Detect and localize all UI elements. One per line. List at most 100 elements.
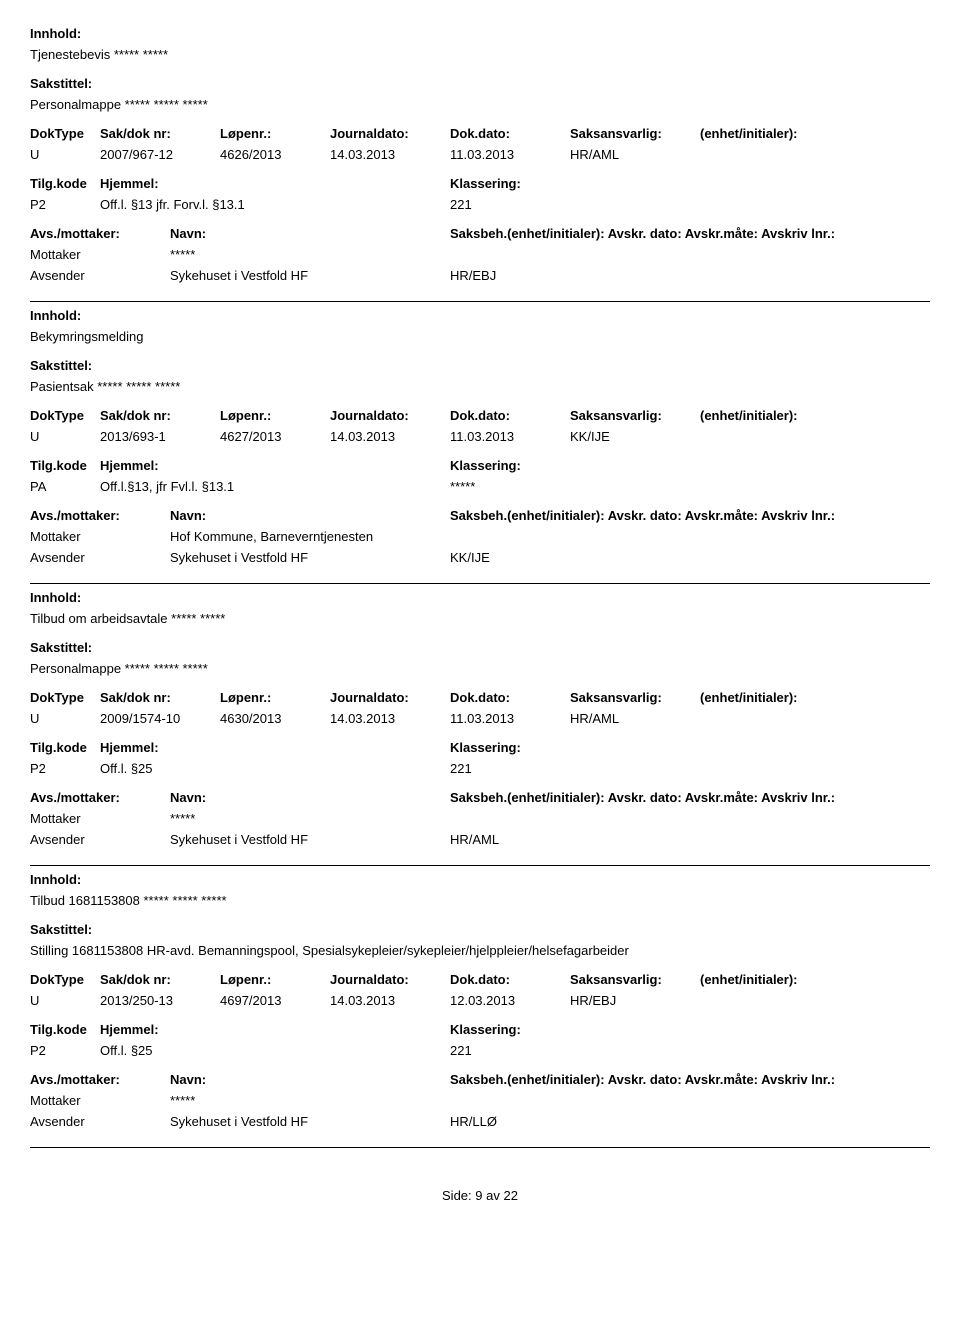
doktype-label: DokType <box>30 972 100 987</box>
lopenr-label: Løpenr.: <box>220 126 330 141</box>
col-tilgkode: Tilg.kodeP2 <box>30 740 100 776</box>
col-enhet-initialer: (enhet/initialer): <box>700 690 930 726</box>
party-name: ***** <box>170 247 450 262</box>
meta-row-1: DokTypeUSak/dok nr:2013/250-13Løpenr.:46… <box>30 972 930 1008</box>
party-role: Avsender <box>30 550 170 565</box>
journaldato-value: 14.03.2013 <box>330 429 450 444</box>
tilgkode-value: PA <box>30 479 100 494</box>
enhet-initialer-label: (enhet/initialer): <box>700 126 930 141</box>
lopenr-value: 4627/2013 <box>220 429 330 444</box>
saksansvarlig-label: Saksansvarlig: <box>570 408 700 423</box>
col-saksansvarlig: Saksansvarlig: HR/EBJ <box>570 972 700 1008</box>
col-lopenr: Løpenr.:4627/2013 <box>220 408 330 444</box>
dokdato-label: Dok.dato: <box>450 972 570 987</box>
hjemmel-label: Hjemmel: <box>100 458 450 473</box>
innhold-label: Innhold: <box>30 872 930 887</box>
sakdoknr-value: 2013/693-1 <box>100 429 220 444</box>
hjemmel-label: Hjemmel: <box>100 176 450 191</box>
tilgkode-label: Tilg.kode <box>30 1022 100 1037</box>
party-role: Avsender <box>30 1114 170 1129</box>
lopenr-value: 4626/2013 <box>220 147 330 162</box>
col-journaldato: Journaldato:14.03.2013 <box>330 126 450 162</box>
col-dokdato: Dok.dato:11.03.2013 <box>450 126 570 162</box>
col-journaldato: Journaldato:14.03.2013 <box>330 408 450 444</box>
sakdoknr-label: Sak/dok nr: <box>100 972 220 987</box>
sakdoknr-label: Sak/dok nr: <box>100 690 220 705</box>
enhet-initialer-label: (enhet/initialer): <box>700 408 930 423</box>
hjemmel-value: Off.l. §13 jfr. Forv.l. §13.1 <box>100 197 450 212</box>
party-role: Mottaker <box>30 529 170 544</box>
saksbeh-label: Saksbeh.(enhet/initialer): Avskr. dato: … <box>450 226 930 241</box>
sakstittel-value: Stilling 1681153808 HR-avd. Bemanningspo… <box>30 943 930 958</box>
col-enhet-initialer: (enhet/initialer): <box>700 126 930 162</box>
navn-label: Navn: <box>170 226 450 241</box>
records-container: Innhold:Tjenestebevis ***** *****Sakstit… <box>30 26 930 1148</box>
innhold-value: Tilbud om arbeidsavtale ***** ***** <box>30 611 930 626</box>
col-hjemmel: Hjemmel: Off.l. §13 jfr. Forv.l. §13.1 <box>100 176 450 212</box>
sakdoknr-label: Sak/dok nr: <box>100 126 220 141</box>
party-row: Mottaker***** <box>30 247 930 262</box>
col-enhet-initialer: (enhet/initialer): <box>700 408 930 444</box>
innhold-value: Tilbud 1681153808 ***** ***** ***** <box>30 893 930 908</box>
doktype-value: U <box>30 429 100 444</box>
sakstittel-value: Personalmappe ***** ***** ***** <box>30 97 930 112</box>
avsmottaker-label: Avs./mottaker: <box>30 508 170 523</box>
journal-record: Innhold: Tilbud om arbeidsavtale ***** **… <box>30 590 930 866</box>
footer-side-label: Side: <box>442 1188 472 1203</box>
sakstittel-label: Sakstittel: <box>30 76 930 91</box>
col-tilgkode: Tilg.kodeP2 <box>30 1022 100 1058</box>
party-role: Avsender <box>30 268 170 283</box>
innhold-label: Innhold: <box>30 308 930 323</box>
doktype-value: U <box>30 993 100 1008</box>
dokdato-value: 11.03.2013 <box>450 429 570 444</box>
journaldato-label: Journaldato: <box>330 690 450 705</box>
party-initials <box>450 529 930 544</box>
party-initials: HR/EBJ <box>450 268 930 283</box>
col-klassering: Klassering:221 <box>450 740 930 776</box>
party-row: AvsenderSykehuset i Vestfold HFHR/LLØ <box>30 1114 930 1129</box>
saksansvarlig-value: HR/EBJ <box>570 993 700 1008</box>
sakdoknr-label: Sak/dok nr: <box>100 408 220 423</box>
sakstittel-label: Sakstittel: <box>30 922 930 937</box>
journal-record: Innhold: Tilbud 1681153808 ***** ***** **… <box>30 872 930 1148</box>
saksansvarlig-label: Saksansvarlig: <box>570 972 700 987</box>
doktype-value: U <box>30 711 100 726</box>
col-tilgkode: Tilg.kodeP2 <box>30 176 100 212</box>
tilgkode-value: P2 <box>30 761 100 776</box>
meta-row-2: Tilg.kodeP2Hjemmel: Off.l. §25Klassering:… <box>30 1022 930 1058</box>
klassering-label: Klassering: <box>450 176 930 191</box>
journaldato-label: Journaldato: <box>330 972 450 987</box>
saksansvarlig-value: HR/AML <box>570 711 700 726</box>
party-initials <box>450 811 930 826</box>
journaldato-value: 14.03.2013 <box>330 147 450 162</box>
parties-header-row: Avs./mottaker:Navn:Saksbeh.(enhet/initia… <box>30 226 930 241</box>
col-doktype: DokTypeU <box>30 408 100 444</box>
party-name: Sykehuset i Vestfold HF <box>170 550 450 565</box>
col-klassering: Klassering:***** <box>450 458 930 494</box>
footer-page: 9 <box>475 1188 482 1203</box>
dokdato-label: Dok.dato: <box>450 126 570 141</box>
footer-total: 22 <box>504 1188 518 1203</box>
saksansvarlig-value: HR/AML <box>570 147 700 162</box>
col-dokdato: Dok.dato: 11.03.2013 <box>450 690 570 726</box>
party-name: Sykehuset i Vestfold HF <box>170 832 450 847</box>
dokdato-value: 11.03.2013 <box>450 711 570 726</box>
sakdoknr-value: 2009/1574-10 <box>100 711 220 726</box>
page-footer: Side: 9 av 22 <box>30 1188 930 1203</box>
hjemmel-label: Hjemmel: <box>100 740 450 755</box>
col-saksansvarlig: Saksansvarlig:HR/AML <box>570 126 700 162</box>
avsmottaker-label: Avs./mottaker: <box>30 226 170 241</box>
hjemmel-value: Off.l. §25 <box>100 1043 450 1058</box>
innhold-label: Innhold: <box>30 590 930 605</box>
dokdato-label: Dok.dato: <box>450 690 570 705</box>
saksbeh-label: Saksbeh.(enhet/initialer): Avskr. dato: … <box>450 790 930 805</box>
hjemmel-value: Off.l.§13, jfr Fvl.l. §13.1 <box>100 479 450 494</box>
sakstittel-label: Sakstittel: <box>30 358 930 373</box>
party-name: Hof Kommune, Barneverntjenesten <box>170 529 450 544</box>
klassering-label: Klassering: <box>450 1022 930 1037</box>
col-lopenr: Løpenr.: 4626/2013 <box>220 126 330 162</box>
party-initials: HR/AML <box>450 832 930 847</box>
saksansvarlig-label: Saksansvarlig: <box>570 690 700 705</box>
hjemmel-label: Hjemmel: <box>100 1022 450 1037</box>
lopenr-value: 4630/2013 <box>220 711 330 726</box>
